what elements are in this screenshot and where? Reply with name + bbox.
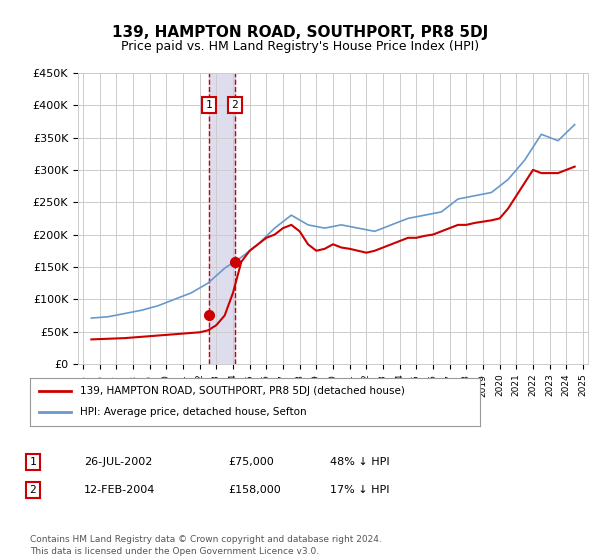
Text: £75,000: £75,000 bbox=[228, 457, 274, 467]
Text: 17% ↓ HPI: 17% ↓ HPI bbox=[330, 485, 389, 495]
Text: HPI: Average price, detached house, Sefton: HPI: Average price, detached house, Seft… bbox=[79, 407, 306, 417]
Text: £158,000: £158,000 bbox=[228, 485, 281, 495]
Text: 26-JUL-2002: 26-JUL-2002 bbox=[84, 457, 152, 467]
Text: 1: 1 bbox=[206, 100, 212, 110]
Text: 139, HAMPTON ROAD, SOUTHPORT, PR8 5DJ (detached house): 139, HAMPTON ROAD, SOUTHPORT, PR8 5DJ (d… bbox=[79, 386, 404, 396]
Text: 2: 2 bbox=[232, 100, 238, 110]
Bar bbox=[209, 73, 235, 364]
Text: 12-FEB-2004: 12-FEB-2004 bbox=[84, 485, 155, 495]
Text: 2: 2 bbox=[29, 485, 37, 495]
Text: 1: 1 bbox=[29, 457, 37, 467]
Text: Contains HM Land Registry data © Crown copyright and database right 2024.
This d: Contains HM Land Registry data © Crown c… bbox=[30, 535, 382, 556]
Text: Price paid vs. HM Land Registry's House Price Index (HPI): Price paid vs. HM Land Registry's House … bbox=[121, 40, 479, 53]
Text: 139, HAMPTON ROAD, SOUTHPORT, PR8 5DJ: 139, HAMPTON ROAD, SOUTHPORT, PR8 5DJ bbox=[112, 25, 488, 40]
Text: 48% ↓ HPI: 48% ↓ HPI bbox=[330, 457, 389, 467]
